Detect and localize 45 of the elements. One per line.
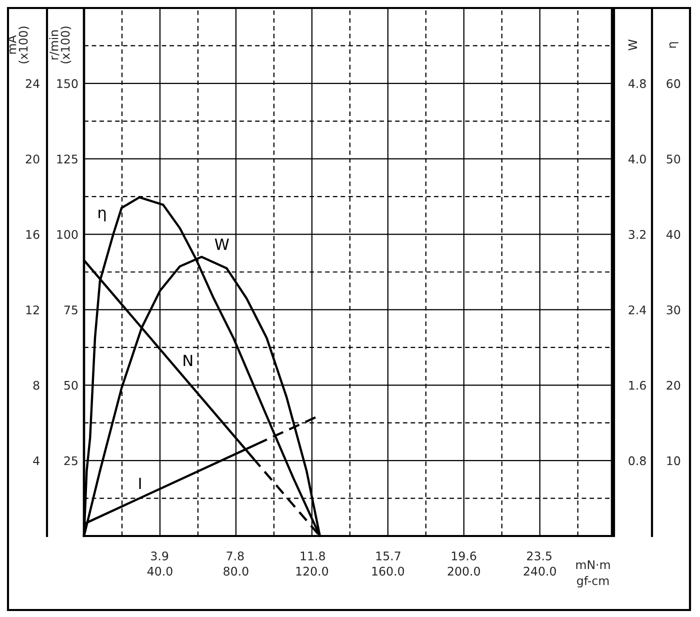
x-axis-title: gf-cm <box>577 576 609 588</box>
y-tick-label: 0.8 <box>628 456 646 466</box>
y-tick-label: 125 <box>57 154 78 164</box>
y2-tick-label: 16 <box>26 230 40 239</box>
y-tick-label: 4.8 <box>628 79 646 88</box>
y2-tick-label: 20 <box>26 154 40 164</box>
y2-tick-label: 12 <box>26 305 39 314</box>
y2-tick-label: 20 <box>666 380 680 390</box>
x2-tick-label: 23.5 <box>527 551 552 560</box>
x2-axis-title: mN·m <box>576 560 610 569</box>
x-tick-label: 40.0 <box>147 566 172 576</box>
series-label: η <box>98 210 106 222</box>
x2-tick-label: 19.6 <box>452 551 476 560</box>
y-tick-label: 25 <box>64 456 78 466</box>
series-label: I <box>139 478 141 489</box>
y2-tick-label: 60 <box>666 79 680 88</box>
series-label: W <box>214 238 229 250</box>
x-tick-label: 200.0 <box>448 566 480 576</box>
x2-tick-label: 7.8 <box>226 551 244 560</box>
y-tick-label: 3.2 <box>628 230 646 239</box>
x2-tick-label: 15.7 <box>376 552 400 560</box>
y-tick-label: 4.0 <box>628 154 646 164</box>
y2-tick-label: 24 <box>26 79 40 88</box>
x2-tick-label: 11.8 <box>300 551 325 560</box>
series-label: N <box>184 354 192 366</box>
y-tick-label: 75 <box>64 306 78 314</box>
x-tick-label: 120.0 <box>296 566 328 576</box>
y-tick-label: 1.6 <box>629 380 646 390</box>
y-tick-label: 50 <box>64 380 78 390</box>
x-tick-label: 80.0 <box>224 566 248 576</box>
y-tick-label: 100 <box>57 230 78 239</box>
y-axis-title: r/min (x100) <box>49 26 72 64</box>
y-tick-label: 2.4 <box>628 305 646 314</box>
y2-tick-label: 40 <box>666 230 680 239</box>
y2-tick-label: 10 <box>667 456 680 466</box>
x-tick-label: 160.0 <box>372 566 404 576</box>
y2-axis-title: η <box>669 42 678 48</box>
y-axis-title: W <box>628 40 637 50</box>
y2-tick-label: 8 <box>33 380 40 390</box>
x2-tick-label: 3.9 <box>151 551 168 560</box>
x-tick-label: 240.0 <box>524 566 556 576</box>
y-tick-label: 150 <box>57 79 78 88</box>
y2-tick-label: 4 <box>33 456 40 466</box>
y2-tick-label: 50 <box>666 154 680 164</box>
y2-tick-label: 30 <box>666 305 680 314</box>
